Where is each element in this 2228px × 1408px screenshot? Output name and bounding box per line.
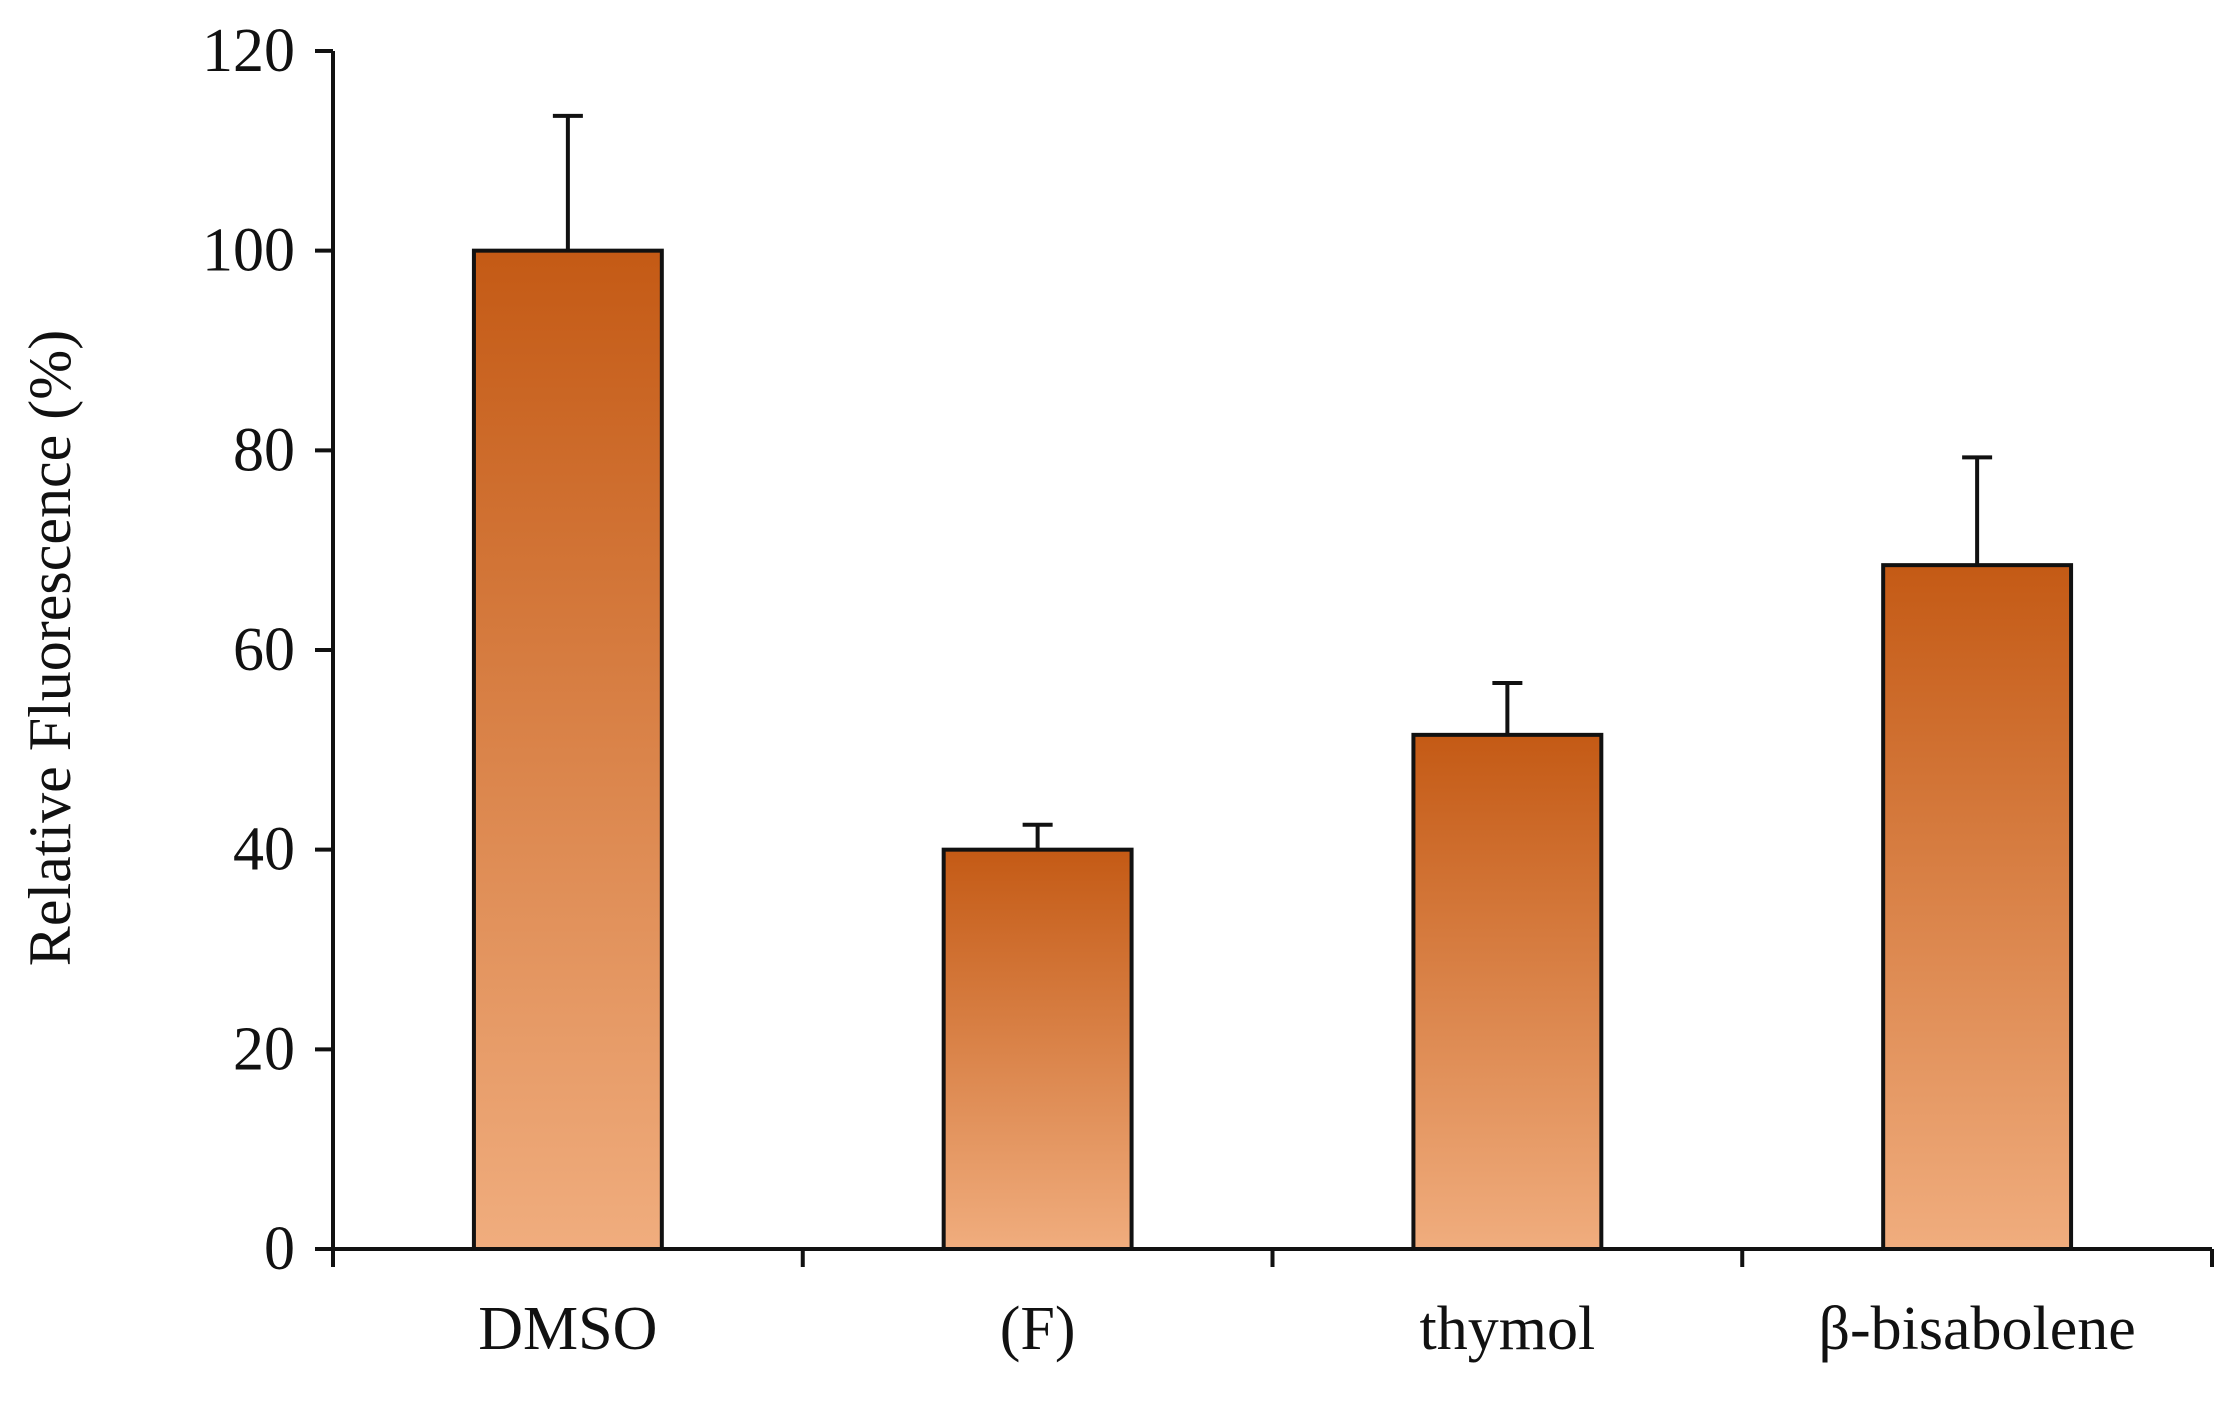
category-label: thymol <box>1420 1295 1596 1363</box>
bar-1 <box>941 847 1134 1252</box>
bar-2 <box>1411 732 1604 1251</box>
bar-0 <box>471 248 664 1251</box>
y-tick-label: 100 <box>202 217 295 285</box>
y-axis-title: Relative Fluorescence (%) <box>17 330 83 966</box>
category-label: β-bisabolene <box>1818 1295 2135 1363</box>
bar-3 <box>1881 563 2074 1251</box>
y-tick-label: 20 <box>233 1015 295 1083</box>
error-bars <box>552 113 1993 850</box>
y-tick-label: 120 <box>202 17 295 85</box>
y-tick-label: 80 <box>233 416 295 484</box>
y-tick-label: 0 <box>264 1215 295 1283</box>
x-axis <box>331 1247 2214 1267</box>
y-axis: 0 20 40 60 80 100 120 <box>202 17 335 1283</box>
category-label: (F) <box>1000 1295 1076 1363</box>
category-labels: DMSO (F) thymol β-bisabolene <box>478 1295 2136 1363</box>
bars <box>471 248 2074 1252</box>
category-label: DMSO <box>478 1295 657 1363</box>
y-tick-label: 60 <box>233 616 295 684</box>
y-tick-label: 40 <box>233 816 295 884</box>
